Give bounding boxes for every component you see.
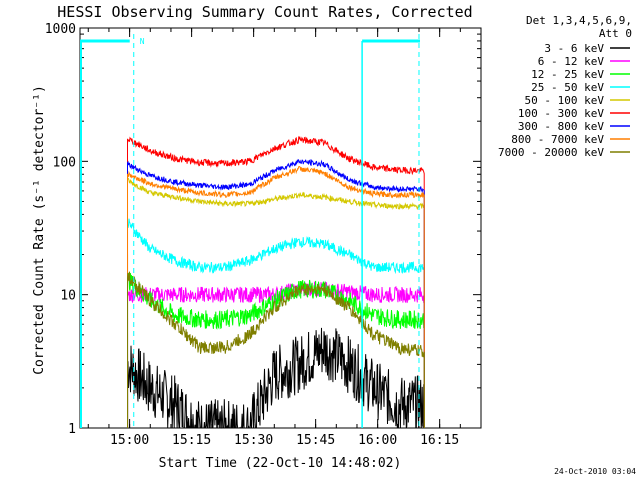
legend-label: 100 - 300 keV [518, 107, 604, 120]
series-line-6 [127, 135, 425, 429]
axes: 1 10 100 1000 15:00 15:15 15:30 15:45 16:00 16:15 [45, 22, 482, 448]
x-tick-label: 15:00 [110, 433, 149, 448]
x-tick-label: 15:15 [172, 433, 211, 448]
footer-timestamp: 24-Oct-2010 03:04 [554, 467, 636, 476]
series-line-7 [126, 158, 425, 429]
series-line-4 [127, 218, 425, 429]
series-line-9 [126, 271, 425, 429]
series-line-5 [126, 177, 425, 429]
legend-header-1: Det 1,3,4,5,6,9, [526, 14, 632, 27]
x-tick-label: 16:00 [358, 433, 397, 448]
legend-label: 800 - 7000 keV [511, 133, 604, 146]
series-line-2 [127, 281, 425, 429]
series-layer [126, 135, 425, 429]
y-tick-label: 1 [68, 422, 76, 437]
state-flag: N [140, 37, 145, 46]
y-tick-label: 10 [60, 289, 76, 304]
legend-header-2: Att 0 [599, 27, 632, 40]
legend-label: 7000 - 20000 keV [498, 146, 604, 159]
x-tick-label: 15:45 [296, 433, 335, 448]
series-line-1 [126, 327, 425, 429]
y-tick-label: 100 [53, 155, 76, 170]
series-line-8 [126, 166, 425, 429]
x-axis-label: Start Time (22-Oct-10 14:48:02) [159, 456, 402, 471]
legend-label: 6 - 12 keV [538, 55, 605, 68]
legend-label: 3 - 6 keV [544, 42, 604, 55]
legend-label: 300 - 800 keV [518, 120, 604, 133]
legend-label: 25 - 50 keV [531, 81, 604, 94]
legend-label: 12 - 25 keV [531, 68, 604, 81]
y-tick-label: 1000 [45, 22, 76, 37]
series-line-3 [126, 272, 425, 429]
x-tick-label: 16:15 [420, 433, 459, 448]
legend-label: 50 - 100 keV [525, 94, 605, 107]
y-axis-label: Corrected Count Rate (s⁻¹ detector⁻¹) [32, 85, 47, 375]
x-tick-label: 15:30 [234, 433, 273, 448]
chart-title: HESSI Observing Summary Count Rates, Cor… [57, 3, 472, 21]
attenuator-markers: N [80, 34, 420, 428]
